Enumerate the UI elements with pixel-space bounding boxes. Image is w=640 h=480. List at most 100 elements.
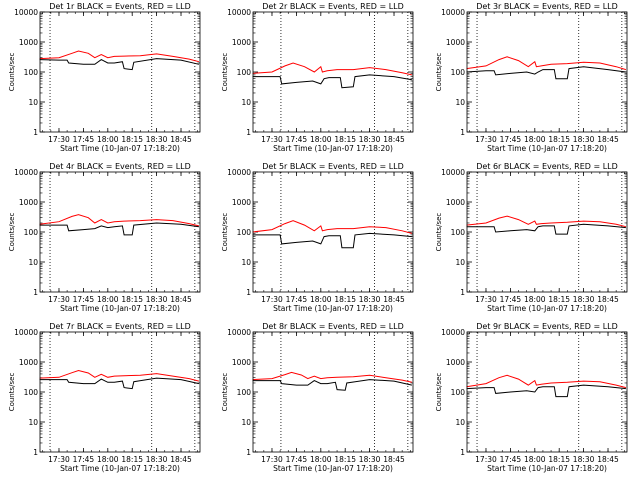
series-line-lld <box>252 220 413 234</box>
y-tick-label: 100 <box>451 388 466 397</box>
series-line-lld <box>466 215 627 228</box>
y-tick-label: 10 <box>455 418 465 427</box>
y-axis-label: Counts/sec <box>221 213 229 252</box>
chart-panel-5: Det 5r BLACK = Events, RED = LLD 1 10 100 10… <box>221 162 414 313</box>
x-tick-label: 18:30 <box>146 295 168 304</box>
y-tick-label: 10 <box>241 258 251 267</box>
chart-title: Det 6r BLACK = Events, RED = LLD <box>476 162 618 171</box>
x-tick-label: 18:45 <box>597 455 619 464</box>
x-tick-label: 18:30 <box>146 455 168 464</box>
x-tick-label: 18:00 <box>524 455 546 464</box>
x-tick-label: 18:45 <box>170 295 192 304</box>
chart-title: Det 4r BLACK = Events, RED = LLD <box>49 162 191 171</box>
y-tick-label: 10000 <box>227 328 251 337</box>
x-axis-label: Start Time (10-Jan-07 17:18:20) <box>60 304 180 313</box>
x-tick-label: 18:15 <box>121 295 143 304</box>
y-axis-label: Counts/sec <box>435 213 443 252</box>
chart-title: Det 5r BLACK = Events, RED = LLD <box>262 162 404 171</box>
x-tick-label: 18:00 <box>310 455 332 464</box>
x-tick-label: 18:30 <box>146 135 168 144</box>
chart-panel-3: Det 3r BLACK = Events, RED = LLD 1 10 100 10… <box>435 2 628 153</box>
x-tick-label: 18:00 <box>524 135 546 144</box>
plot-frame <box>39 331 201 453</box>
y-axis-label: Counts/sec <box>8 53 16 92</box>
x-axis-label: Start Time (10-Jan-07 17:18:20) <box>273 304 393 313</box>
y-tick-label: 10000 <box>441 168 465 177</box>
y-tick-label: 100 <box>24 388 39 397</box>
x-tick-label: 18:15 <box>548 295 570 304</box>
y-tick-label: 1 <box>33 448 38 457</box>
x-tick-label: 17:30 <box>475 295 497 304</box>
y-tick-label: 10 <box>28 258 38 267</box>
x-tick-label: 17:45 <box>73 295 95 304</box>
x-tick-label: 17:45 <box>286 295 308 304</box>
plot-frame <box>466 11 628 133</box>
x-tick-label: 18:15 <box>334 135 356 144</box>
y-tick-label: 1 <box>460 448 465 457</box>
x-axis-label: Start Time (10-Jan-07 17:18:20) <box>273 464 393 473</box>
chart-title: Det 2r BLACK = Events, RED = LLD <box>262 2 404 11</box>
plot-frame <box>466 171 628 293</box>
y-tick-label: 1000 <box>19 358 38 367</box>
x-tick-label: 17:30 <box>48 295 70 304</box>
x-tick-label: 17:45 <box>73 455 95 464</box>
chart-panel-4: Det 4r BLACK = Events, RED = LLD 1 10 100 10… <box>8 162 201 313</box>
y-axis-label: Counts/sec <box>8 373 16 412</box>
x-axis-label: Start Time (10-Jan-07 17:18:20) <box>60 464 180 473</box>
x-tick-label: 18:15 <box>121 455 143 464</box>
y-tick-label: 10 <box>455 258 465 267</box>
x-axis-label: Start Time (10-Jan-07 17:18:20) <box>487 304 607 313</box>
y-tick-label: 10 <box>455 98 465 107</box>
series-line-lld <box>252 371 413 383</box>
y-tick-label: 1000 <box>446 198 465 207</box>
chart-title: Det 8r BLACK = Events, RED = LLD <box>262 322 404 331</box>
y-tick-label: 10000 <box>14 328 38 337</box>
y-tick-label: 1 <box>33 288 38 297</box>
plot-frame <box>39 11 201 133</box>
series-line-lld <box>466 374 627 389</box>
y-tick-label: 1 <box>246 288 251 297</box>
x-tick-label: 18:30 <box>359 135 381 144</box>
x-tick-label: 18:45 <box>383 135 405 144</box>
x-tick-label: 18:15 <box>548 135 570 144</box>
y-tick-label: 1000 <box>232 358 251 367</box>
y-axis-label: Counts/sec <box>435 373 443 412</box>
x-tick-label: 17:30 <box>475 135 497 144</box>
x-tick-label: 18:30 <box>573 135 595 144</box>
y-axis-label: Counts/sec <box>435 53 443 92</box>
x-tick-label: 18:30 <box>573 455 595 464</box>
x-tick-label: 18:00 <box>310 135 332 144</box>
x-tick-label: 18:15 <box>121 135 143 144</box>
series-line-events <box>466 384 626 398</box>
y-tick-label: 100 <box>237 388 252 397</box>
x-tick-label: 18:45 <box>597 295 619 304</box>
y-tick-label: 10000 <box>227 168 251 177</box>
series-line-events <box>466 66 626 80</box>
y-tick-label: 10 <box>241 98 251 107</box>
series-line-lld <box>39 369 200 382</box>
series-line-events <box>466 223 626 235</box>
y-tick-label: 10000 <box>227 8 251 17</box>
x-tick-label: 18:45 <box>170 455 192 464</box>
series-line-lld <box>39 214 200 227</box>
x-tick-label: 18:15 <box>334 295 356 304</box>
y-tick-label: 1000 <box>19 198 38 207</box>
series-line-lld <box>466 56 627 71</box>
x-tick-label: 18:45 <box>170 135 192 144</box>
x-tick-label: 18:30 <box>359 295 381 304</box>
y-tick-label: 1 <box>460 128 465 137</box>
chart-title: Det 9r BLACK = Events, RED = LLD <box>476 322 618 331</box>
x-tick-label: 18:30 <box>359 455 381 464</box>
y-tick-label: 1 <box>33 128 38 137</box>
series-line-events <box>252 232 412 249</box>
x-tick-label: 18:00 <box>97 455 119 464</box>
x-tick-label: 17:30 <box>48 455 70 464</box>
y-tick-label: 100 <box>451 68 466 77</box>
y-tick-label: 100 <box>24 228 39 237</box>
y-axis-label: Counts/sec <box>8 213 16 252</box>
chart-panel-1: Det 1r BLACK = Events, RED = LLD 1 10 100 10… <box>8 2 201 153</box>
x-tick-label: 18:30 <box>573 295 595 304</box>
x-tick-label: 17:45 <box>500 135 522 144</box>
y-tick-label: 10000 <box>441 328 465 337</box>
x-tick-label: 17:45 <box>286 455 308 464</box>
